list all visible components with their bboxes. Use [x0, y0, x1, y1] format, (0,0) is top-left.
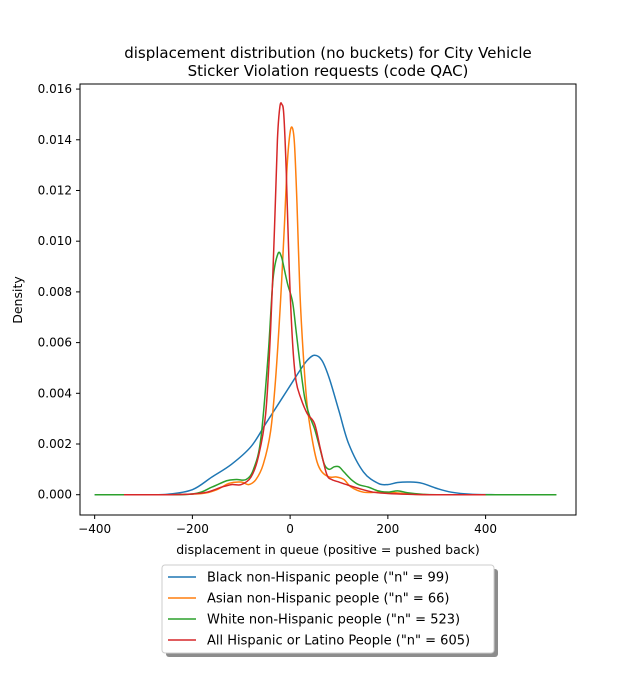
y-tick-label: 0.008: [38, 285, 72, 299]
legend: Black non-Hispanic people ("n" = 99) Asia…: [161, 564, 498, 657]
series-line-1: [94, 354, 530, 496]
y-axis-label: Density: [10, 276, 25, 324]
x-tick-label: −200: [176, 522, 209, 536]
y-tick-label: 0.012: [38, 183, 72, 197]
series-layer: [94, 102, 557, 496]
series-line-3: [94, 251, 557, 496]
legend-box: [161, 564, 495, 654]
y-tick-label: 0.010: [38, 234, 72, 248]
x-axis-label: displacement in queue (positive = pushed…: [176, 542, 480, 557]
legend-label-1: Black non-Hispanic people ("n" = 99): [207, 571, 449, 586]
y-tick-label: 0.016: [38, 82, 72, 96]
legend-label-3: White non-Hispanic people ("n" = 523): [207, 613, 460, 628]
legend-label-4: All Hispanic or Latino People ("n" = 605…: [207, 634, 470, 649]
legend-label-2: Asian non-Hispanic people ("n" = 66): [207, 592, 450, 607]
x-tick-label: 0: [286, 522, 294, 536]
y-tick-label: 0.006: [38, 336, 72, 350]
plot-frame: [79, 83, 577, 516]
series-line-4: [123, 102, 486, 496]
y-tick-label: 0.002: [38, 437, 72, 451]
y-axis-ticks: 0.000 0.002 0.004 0.006 0.008 0.010 0.012 0.014…: [38, 82, 80, 502]
x-tick-label: −400: [78, 522, 111, 536]
plot-area: −400 −200 0 200 400 0.0000.0020.0040.0060.00…: [38, 82, 577, 536]
x-axis-ticks: −400 −200 0 200 400: [78, 515, 497, 536]
x-tick-label: 400: [474, 522, 497, 536]
y-tick-label: 0.014: [38, 133, 72, 147]
chart-title-line-1: displacement distribution (no buckets) f…: [124, 44, 532, 62]
y-tick-label: 0.004: [38, 386, 72, 400]
x-tick-label: 200: [376, 522, 399, 536]
y-tick-label: 0.000: [38, 488, 72, 502]
series-line-2: [128, 126, 486, 496]
legend-entries: Black non-Hispanic people ("n" = 99) Asia…: [168, 571, 470, 649]
chart-title-line-2: Sticker Violation requests (code QAC): [188, 62, 469, 80]
